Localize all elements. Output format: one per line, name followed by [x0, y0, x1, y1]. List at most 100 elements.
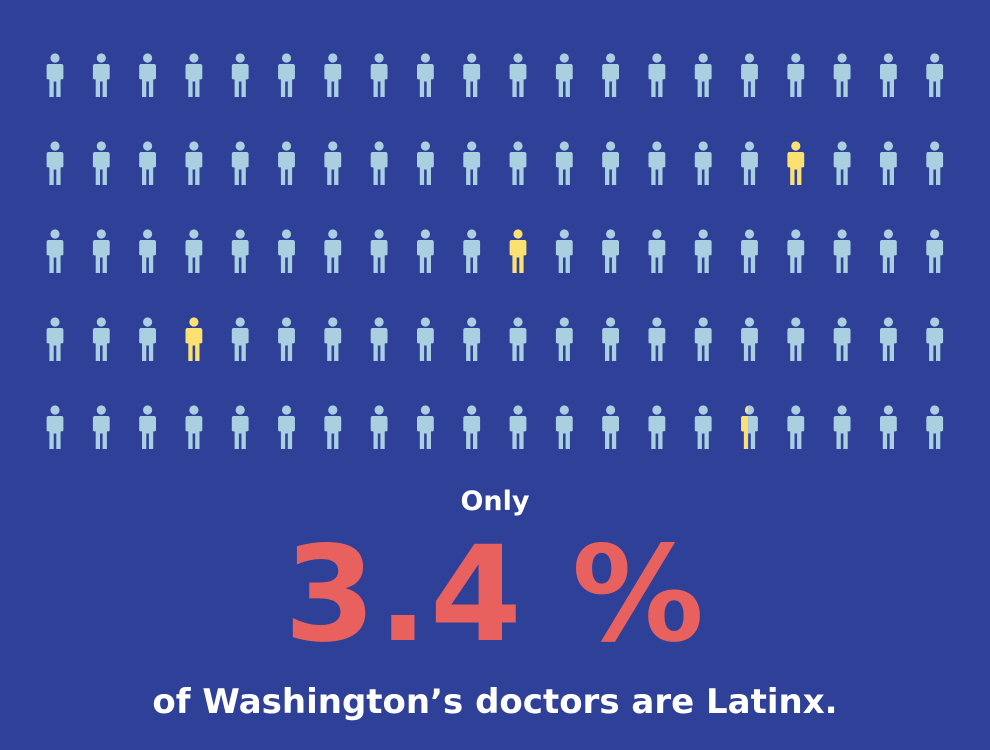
person-icon: [926, 53, 944, 97]
person-icon: [509, 53, 527, 97]
person-icon: [278, 229, 295, 273]
person-icon: [555, 229, 573, 273]
person-icon: [648, 229, 666, 273]
person-icon: [926, 317, 944, 361]
highlighted-person-icon: [787, 141, 805, 185]
person-icon: [324, 53, 342, 97]
person-icon: [139, 317, 156, 361]
person-icon: [602, 405, 619, 449]
person-icon: [46, 405, 64, 449]
person-icon: [787, 229, 805, 273]
person-icon: [926, 405, 944, 449]
person-icon: [324, 229, 342, 273]
person-icon: [694, 53, 712, 97]
person-icon: [694, 229, 712, 273]
person-icon: [324, 317, 342, 361]
person-icon: [787, 405, 805, 449]
person-icon: [46, 229, 64, 273]
person-icon: [231, 53, 249, 97]
person-icon: [602, 317, 619, 361]
person-icon: [787, 317, 805, 361]
person-icon: [278, 53, 295, 97]
person-icon: [880, 317, 897, 361]
person-icon: [278, 141, 295, 185]
person-icon: [185, 53, 203, 97]
person-icon: [648, 53, 666, 97]
person-icon: [278, 317, 295, 361]
person-icon: [370, 405, 388, 449]
person-icon: [880, 229, 897, 273]
person-icon: [417, 53, 434, 97]
person-icon: [92, 405, 110, 449]
person-icon: [231, 141, 249, 185]
person-icon: [370, 317, 388, 361]
person-icon: [694, 317, 712, 361]
person-icon: [92, 141, 110, 185]
person-icon: [509, 317, 527, 361]
partial-person-icon: [741, 405, 758, 449]
person-icon: [555, 317, 573, 361]
person-icon: [833, 229, 851, 273]
person-icon: [880, 405, 897, 449]
person-icon: [231, 405, 249, 449]
person-icon: [602, 229, 619, 273]
stat-value: 3.4 %: [283, 518, 707, 672]
person-icon: [833, 53, 851, 97]
person-icon: [185, 405, 203, 449]
person-icon: [231, 317, 249, 361]
person-icon: [278, 405, 295, 449]
person-icon: [880, 53, 897, 97]
highlighted-person-icon: [185, 317, 203, 361]
person-icon: [417, 229, 434, 273]
person-icon: [833, 317, 851, 361]
pictogram-grid: [46, 53, 944, 449]
person-icon: [741, 317, 758, 361]
person-icon: [741, 141, 758, 185]
person-icon: [648, 317, 666, 361]
person-icon: [602, 53, 619, 97]
person-icon: [555, 405, 573, 449]
person-icon: [463, 405, 481, 449]
person-icon: [370, 141, 388, 185]
person-icon: [463, 229, 481, 273]
person-icon: [46, 53, 64, 97]
person-icon: [324, 405, 342, 449]
person-icon: [139, 53, 156, 97]
person-icon: [463, 53, 481, 97]
person-icon: [370, 53, 388, 97]
person-icon: [92, 229, 110, 273]
person-icon: [417, 317, 434, 361]
person-icon: [417, 141, 434, 185]
person-icon: [833, 405, 851, 449]
person-icon: [46, 317, 64, 361]
person-icon: [787, 53, 805, 97]
person-icon: [555, 141, 573, 185]
person-icon: [741, 229, 758, 273]
person-icon: [694, 405, 712, 449]
caption-text: of Washington’s doctors are Latinx.: [152, 682, 838, 722]
person-icon: [46, 141, 64, 185]
person-icon: [602, 141, 619, 185]
person-icon: [509, 141, 527, 185]
person-icon: [509, 405, 527, 449]
person-icon: [555, 53, 573, 97]
person-icon: [833, 141, 851, 185]
person-icon: [139, 405, 156, 449]
person-icon: [324, 141, 342, 185]
person-icon: [926, 229, 944, 273]
person-icon: [185, 141, 203, 185]
person-icon: [648, 141, 666, 185]
lead-text: Only: [460, 486, 530, 517]
person-icon: [880, 141, 897, 185]
person-icon: [139, 141, 156, 185]
person-icon: [463, 141, 481, 185]
person-icon: [926, 141, 944, 185]
person-icon: [231, 229, 249, 273]
person-icon: [463, 317, 481, 361]
person-icon: [92, 53, 110, 97]
person-icon: [185, 229, 203, 273]
person-icon: [741, 53, 758, 97]
person-icon: [648, 405, 666, 449]
person-icon: [370, 229, 388, 273]
